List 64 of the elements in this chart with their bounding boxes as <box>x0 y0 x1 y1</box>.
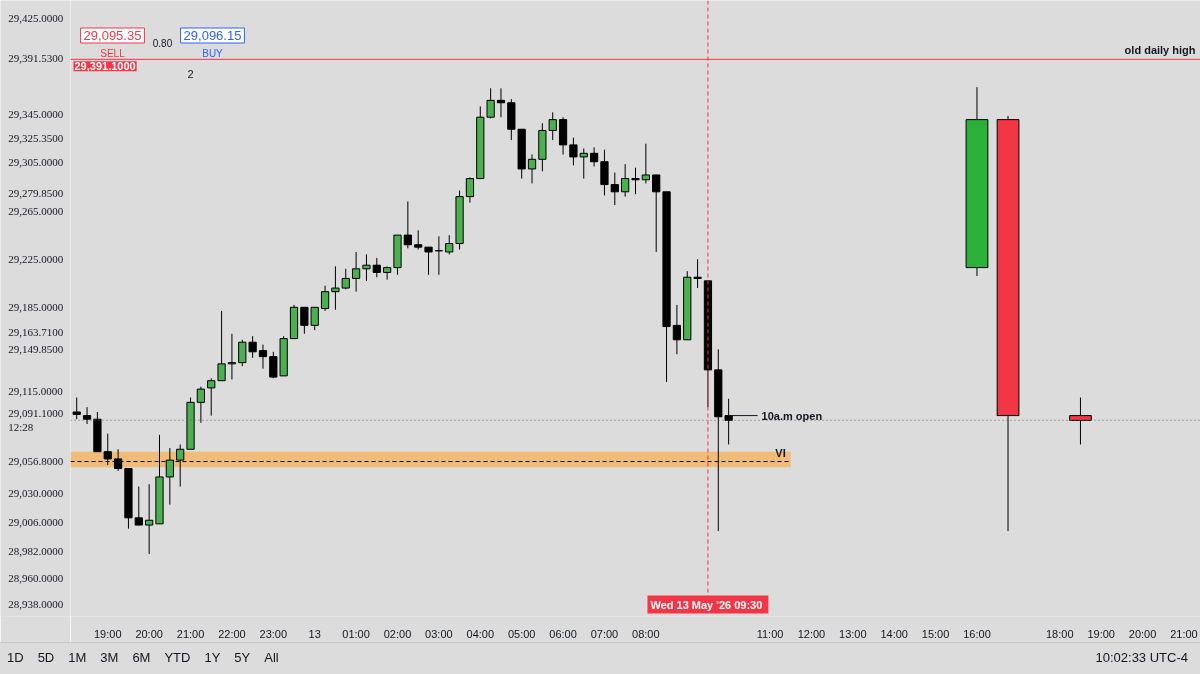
y-tick-label: 29,149.8500 <box>8 343 64 356</box>
x-tick-label: 21:00 <box>1170 627 1198 640</box>
text: 1D <box>7 649 24 668</box>
annotation: 10a.m open <box>761 409 823 422</box>
x-tick-label: 08:00 <box>632 627 660 640</box>
text: 5D <box>37 649 55 668</box>
y-tick-label: 29,325.3500 <box>8 131 64 144</box>
x-tick-label: 22:00 <box>218 627 246 640</box>
y-tick-label: 29,391.5300 <box>8 52 64 65</box>
x-tick-label: 15:00 <box>921 627 950 640</box>
y-tick-label: 28,982.0000 <box>8 545 64 558</box>
x-tick-label: 04:00 <box>466 627 495 640</box>
y-tick-label: 29,056.8000 <box>8 455 64 468</box>
annotation: 2 <box>187 67 194 80</box>
x-tick-label: 07:00 <box>590 627 619 640</box>
y-tick-label: 29,163.7100 <box>8 326 64 339</box>
y-tick-label: 29,265.0000 <box>8 204 64 217</box>
y-tick-label: 28,938.0000 <box>8 597 64 610</box>
x-tick-label: 21:00 <box>176 627 205 640</box>
x-tick-label: 01:00 <box>342 627 370 640</box>
x-tick-label: 20:00 <box>1128 627 1157 640</box>
y-tick-label: 29,115.0000 <box>8 385 64 398</box>
x-tick-label: 06:00 <box>549 627 577 640</box>
y-tick-label: 29,030.0000 <box>8 487 64 500</box>
x-tick-label: 19:00 <box>1087 627 1115 640</box>
text: 3M <box>100 649 119 668</box>
x-tick-label: 13 <box>308 627 321 640</box>
x-tick-label: 13:00 <box>839 627 867 640</box>
x-tick-label: 11:00 <box>756 627 784 640</box>
y-tick-label: 28,960.0000 <box>8 571 64 584</box>
annotation: SELL <box>100 48 126 59</box>
x-tick-label: 18:00 <box>1046 627 1074 640</box>
ref-line-label: old daily high <box>1124 44 1196 57</box>
x-tick-label: 03:00 <box>425 627 453 640</box>
annotation: 29,391.1000 <box>74 60 136 73</box>
y-tick-label: 29,345.0000 <box>8 108 64 121</box>
x-tick-label: 12:00 <box>797 627 826 640</box>
x-tick-label: 02:00 <box>383 627 412 640</box>
y-tick-label: 29,006.0000 <box>8 516 64 529</box>
annotation: BUY <box>202 48 224 59</box>
text: 5Y <box>234 649 251 668</box>
y-tick-label: 29,425.0000 <box>8 12 64 25</box>
annotation: 29,096.15 <box>183 28 242 43</box>
annotation: 0.80 <box>152 37 173 49</box>
ref-line-label: VI <box>775 446 786 459</box>
x-tick-label: 16:00 <box>963 627 991 640</box>
y-tick-label: 29,225.0000 <box>8 252 64 265</box>
x-tick-label: 20:00 <box>135 627 163 640</box>
text: 6M <box>132 649 151 668</box>
text: 10:02:33 UTC-4 <box>1095 649 1188 668</box>
text: 1M <box>68 649 87 668</box>
y-tick-label: 29,305.0000 <box>8 156 64 169</box>
x-tick-label: 14:00 <box>880 627 908 640</box>
text: 1Y <box>204 649 221 668</box>
x-tick-label: 23:00 <box>259 627 288 640</box>
x-tick-label: 19:00 <box>93 627 122 640</box>
y-tick-label: 29,279.8500 <box>8 186 64 199</box>
x-tick-label: 05:00 <box>507 627 536 640</box>
text: YTD <box>164 649 191 668</box>
y-tick-label: 29,091.1000 12:28 <box>8 407 64 434</box>
ref-line-label: Wed 13 May '26 09:30 <box>650 598 763 611</box>
annotation: 29,095.35 <box>83 28 142 43</box>
text: All <box>264 649 279 668</box>
y-tick-label: 29,185.0000 <box>8 300 64 313</box>
